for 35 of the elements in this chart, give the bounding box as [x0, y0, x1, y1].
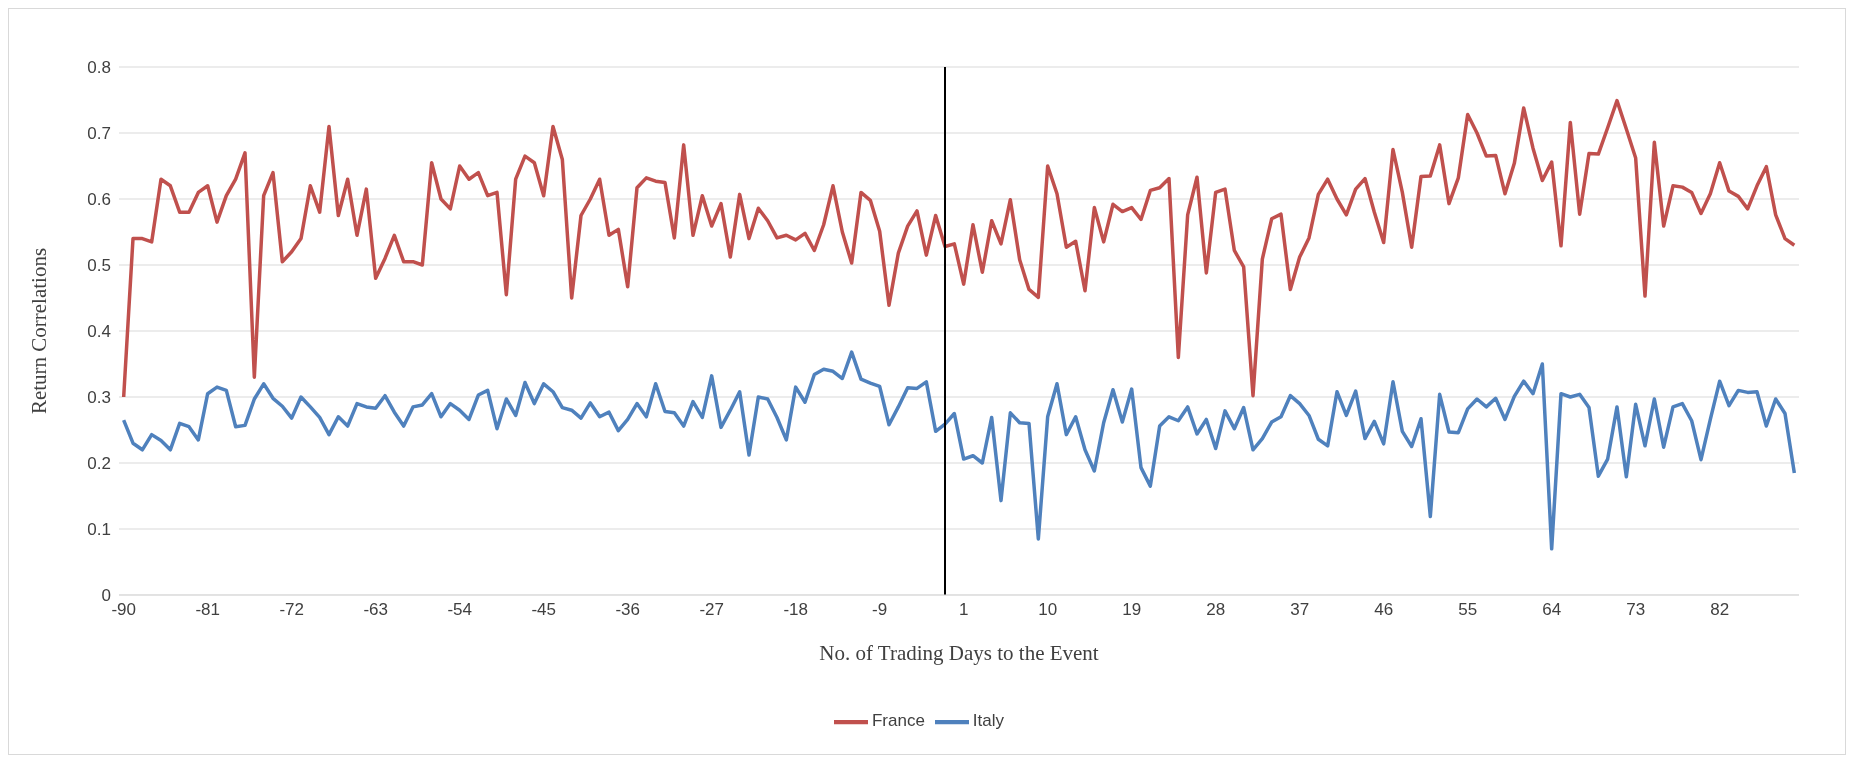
legend-label: Italy [972, 711, 1005, 731]
x-tick-label: -27 [699, 600, 724, 620]
x-tick-label: -72 [279, 600, 304, 620]
x-tick-label: 19 [1122, 600, 1142, 620]
x-tick-label: -9 [872, 600, 888, 620]
y-tick-label: 0 [101, 586, 111, 606]
line-series [121, 98, 1797, 399]
y-axis-title: Return Correlations [27, 247, 52, 415]
y-tick-label: 0.5 [87, 256, 111, 276]
x-tick-label: -54 [447, 600, 472, 620]
y-tick-label: 0.7 [87, 124, 111, 144]
x-axis-title: No. of Trading Days to the Event [819, 640, 1099, 665]
x-tick-label: 37 [1290, 600, 1310, 620]
x-tick-label: -18 [783, 600, 808, 620]
y-tick-label: 0.8 [87, 58, 111, 78]
line-series [121, 350, 1797, 551]
x-tick-label: -36 [615, 600, 640, 620]
x-tick-label: 46 [1374, 600, 1394, 620]
x-tick-label: -63 [363, 600, 388, 620]
x-tick-label: -90 [111, 600, 136, 620]
x-tick-label: -81 [195, 600, 220, 620]
x-tick-label: 73 [1626, 600, 1646, 620]
x-tick-label: 64 [1542, 600, 1562, 620]
x-tick-label: -45 [531, 600, 556, 620]
x-tick-label: 1 [958, 600, 969, 620]
x-tick-label: 28 [1206, 600, 1226, 620]
y-tick-label: 0.6 [87, 190, 111, 210]
y-tick-label: 0.4 [87, 322, 111, 342]
x-tick-label: 55 [1458, 600, 1478, 620]
x-tick-label: 10 [1038, 600, 1058, 620]
y-tick-label: 0.2 [87, 454, 111, 474]
x-tick-label: 82 [1710, 600, 1730, 620]
y-tick-label: 0.3 [87, 388, 111, 408]
legend-label: France [871, 711, 925, 731]
y-tick-label: 0.1 [87, 520, 111, 540]
